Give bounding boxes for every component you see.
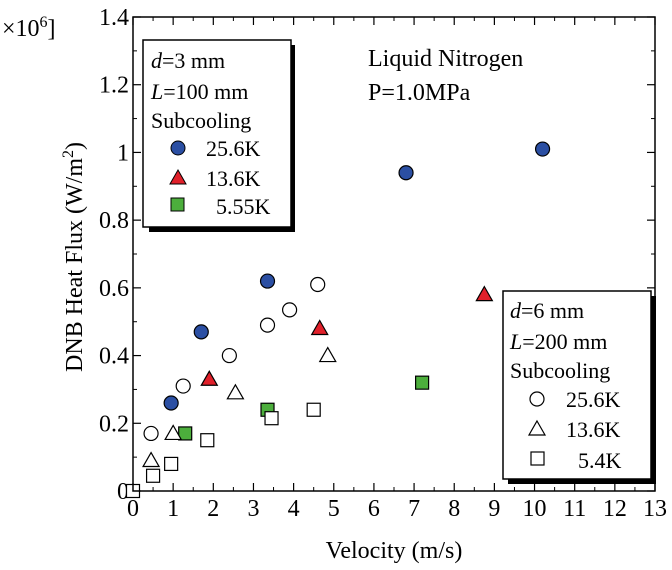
legend-top-left-entry-3: 5.55K — [216, 194, 271, 219]
legend-bottom-right-entry-2: 13.6K — [566, 417, 621, 442]
open-circle-point — [259, 317, 276, 333]
annotation-line-2: P=1.0MPa — [368, 80, 471, 106]
x-tick-label: 2 — [207, 496, 219, 522]
x-tick-label: 7 — [408, 496, 420, 522]
open-square-point — [145, 468, 161, 483]
legend-bottom-right: d=6 mm L=200 mm Subcooling 25.6K 13.6K 5… — [502, 290, 656, 484]
filled-circle-point — [259, 273, 276, 289]
y-axis-label-superscript: 2 — [60, 150, 77, 158]
legend-top-left-entry-2: 13.6K — [206, 166, 261, 191]
filled-triangle-point — [475, 285, 494, 302]
open-square-point — [264, 411, 279, 426]
legend-bottom-right-box — [502, 290, 652, 480]
x-tick-label: 12 — [603, 496, 627, 522]
x-tick-label: 6 — [368, 496, 380, 522]
open-square-point — [306, 402, 321, 417]
y-tick-label: 1.2 — [99, 73, 129, 99]
x-axis-label: Velocity (m/s) — [326, 538, 463, 564]
legend-marker-filled-triangle — [169, 168, 187, 185]
open-triangle-point — [226, 383, 245, 400]
legend-top-left-length: L=100 mm — [150, 79, 248, 104]
open-triangle-point — [318, 346, 337, 363]
filled-circle-point — [163, 395, 179, 411]
legend-marker-filled-square — [170, 197, 185, 212]
open-circle-point — [310, 276, 326, 293]
x-tick-label: 5 — [328, 496, 340, 522]
y-tick-label: 0.8 — [99, 208, 129, 234]
y-tick-label: 0.2 — [99, 411, 129, 437]
y-multiplier-exponent: 6 — [40, 14, 48, 31]
legend-top-left-subtitle: Subcooling — [151, 108, 251, 133]
x-tick-label: 11 — [563, 496, 586, 522]
x-tick-label: 8 — [448, 496, 460, 522]
legend-bottom-right-length: L=200 mm — [509, 329, 607, 354]
legend-marker-open-circle — [529, 391, 545, 407]
open-circle-point — [282, 302, 298, 318]
x-tick-label: 9 — [488, 496, 500, 522]
y-multiplier: ×106] — [2, 14, 56, 42]
legend-top-left-box — [142, 39, 292, 228]
y-tick-label: 1 — [117, 140, 129, 166]
legend-bottom-right-subtitle: Subcooling — [510, 358, 610, 383]
filled-triangle-point — [310, 319, 329, 336]
legend-marker-filled-circle — [170, 140, 186, 156]
legend-bottom-right-entry-3: 5.4K — [578, 448, 622, 473]
open-triangle-point — [142, 451, 161, 468]
filled-circle-point — [398, 165, 414, 181]
plot-frame — [132, 16, 656, 492]
legend-top-left-entry-1: 25.6K — [206, 136, 261, 161]
filled-circle-point — [193, 324, 209, 340]
open-circle-point — [143, 425, 159, 442]
open-circle-point — [175, 378, 191, 394]
x-tick-label: 4 — [288, 496, 300, 522]
filled-square-point — [415, 375, 430, 390]
x-tick-label: 1 — [167, 496, 179, 522]
legend-bottom-right-entry-1: 25.6K — [566, 387, 621, 412]
open-circle-point — [221, 347, 237, 364]
y-tick-label: 0.4 — [99, 344, 129, 370]
x-tick-label: 0 — [127, 496, 139, 522]
legend-top-left: d=3 mm L=100 mm Subcooling 25.6K 13.6K 5… — [142, 39, 295, 232]
legend-marker-open-triangle — [527, 419, 547, 436]
x-tick-label: 10 — [523, 496, 547, 522]
x-tick-label: 3 — [247, 496, 259, 522]
y-axis-label: DNB Heat Flux (W/m2) — [60, 142, 88, 372]
x-tick-label: 13 — [643, 496, 667, 522]
filled-circle-point — [534, 141, 551, 157]
filled-square-point — [178, 426, 193, 441]
filled-triangle-point — [200, 370, 219, 386]
y-tick-label: 1.4 — [99, 5, 129, 31]
open-square-point — [164, 456, 179, 472]
legend-top-left-diameter: d=3 mm — [151, 48, 225, 73]
legend-marker-open-square — [530, 451, 545, 466]
legend-bottom-right-diameter: d=6 mm — [510, 298, 584, 323]
open-square-point — [200, 433, 215, 448]
y-tick-label: 0.6 — [99, 276, 129, 302]
open-triangle-point — [164, 424, 183, 441]
annotation-line-1: Liquid Nitrogen — [368, 46, 523, 72]
